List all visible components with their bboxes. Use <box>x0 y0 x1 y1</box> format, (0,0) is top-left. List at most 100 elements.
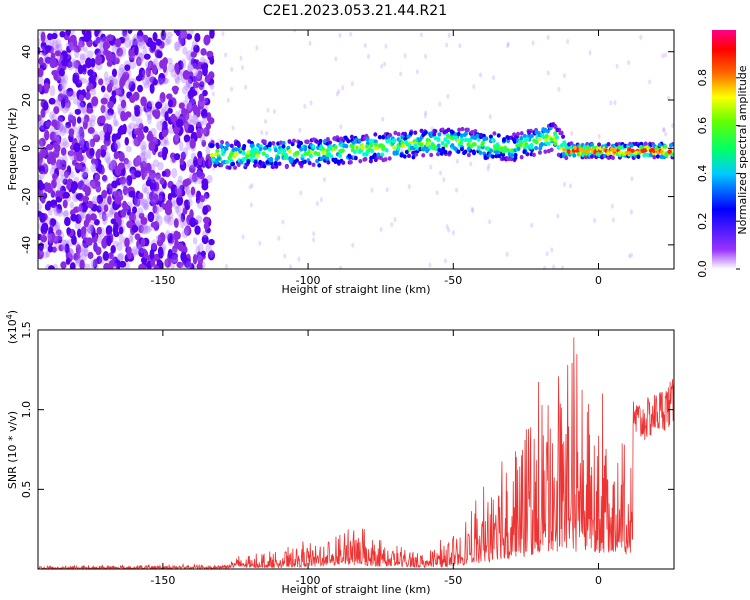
spectrogram-cell <box>75 193 83 200</box>
spectrogram-cell <box>230 66 234 72</box>
spectrogram-cell <box>167 248 173 259</box>
spectrogram-cell <box>336 159 341 164</box>
spectrogram-cell <box>140 224 147 235</box>
spectrogram-cell <box>518 143 523 148</box>
spectrogram-cell <box>56 210 64 217</box>
spectrogram-cell <box>114 133 122 140</box>
spectrogram-cell <box>154 205 160 215</box>
spectrogram-cell <box>671 123 674 129</box>
spectrogram-cell <box>443 137 448 142</box>
spectrogram-cell <box>516 146 521 152</box>
spectrogram-cell <box>142 34 149 41</box>
spectrogram-cell <box>200 250 206 257</box>
spectrogram-cell <box>437 147 442 153</box>
spectrogram-cell <box>135 75 143 82</box>
spectrogram-cell <box>287 139 292 144</box>
spectrogram-cell <box>281 219 285 225</box>
spectrogram-cell <box>585 149 590 154</box>
spectrogram-cell <box>629 209 633 215</box>
spectrogram-cell <box>144 108 153 117</box>
spectrogram-cell <box>225 159 230 165</box>
spectrogram-cell <box>103 262 111 269</box>
spectrogram-y-label: Frequency (Hz) <box>6 108 19 191</box>
spectrogram-cell <box>180 212 186 223</box>
spectrogram-cell <box>155 101 163 110</box>
spectrogram-cell <box>519 155 524 160</box>
spectrogram-cell <box>475 133 480 138</box>
spectrogram-cell <box>184 202 191 211</box>
spectrogram-cell <box>510 148 515 153</box>
spectrogram-cell <box>59 30 66 38</box>
spectrogram-cell <box>146 101 153 112</box>
spectrogram-cell <box>184 226 189 236</box>
spectrogram-cell <box>157 161 164 171</box>
spectrogram-cell <box>201 116 208 125</box>
spectrogram-cell <box>234 147 239 152</box>
spectrogram-cell <box>72 91 77 98</box>
spectrogram-cell <box>150 221 158 228</box>
spectrogram-cell <box>253 159 258 165</box>
spectrogram-cell <box>203 191 210 199</box>
spectrogram-cell <box>191 63 198 70</box>
spectrogram-cell <box>124 64 131 71</box>
spectrogram-cell <box>91 196 99 205</box>
spectrogram-cell <box>159 177 165 185</box>
spectrogram-cell <box>38 56 44 66</box>
spectrogram-cell <box>75 136 81 143</box>
spectrogram-cell <box>161 77 169 85</box>
spectrogram-cell <box>66 183 71 190</box>
spectrogram-cell <box>396 146 401 151</box>
spectrogram-cell <box>466 152 471 158</box>
spectrogram-cell <box>48 97 56 105</box>
spectrogram-cell <box>102 214 108 222</box>
spectrogram-cell <box>439 151 444 156</box>
spectrogram-cell <box>284 164 289 170</box>
spectrogram-cell <box>178 213 183 223</box>
spectrogram-cell <box>143 250 149 259</box>
spectrogram-cell <box>447 227 451 233</box>
spectrogram-cell <box>174 205 180 214</box>
spectrogram-cell <box>350 144 355 149</box>
spectrogram-cell <box>141 183 148 194</box>
spectrogram-cell <box>138 224 144 234</box>
spectrogram-cell <box>566 38 570 44</box>
spectrogram-cell <box>104 131 111 142</box>
spectrogram-cell <box>140 140 147 151</box>
spectrogram-cell <box>68 249 75 260</box>
spectrogram-cell <box>239 55 243 61</box>
spectrogram-cell <box>546 141 551 146</box>
spectrogram-cell <box>56 137 62 145</box>
spectrogram-cell <box>385 187 389 193</box>
spectrogram-cell <box>194 32 201 43</box>
spectrogram-cell <box>145 66 151 78</box>
spectrogram-cell <box>79 54 86 64</box>
spectrogram-cell <box>399 71 403 77</box>
spectrogram-cell <box>156 50 163 59</box>
spectrogram-cell <box>161 170 167 177</box>
spectrogram-cell <box>74 241 81 249</box>
spectrogram-cell <box>158 196 164 208</box>
spectrogram-cell <box>281 140 286 146</box>
spectrogram-cell <box>423 113 427 119</box>
x-tick-label: -150 <box>150 274 175 287</box>
spectrogram-cell <box>187 124 195 134</box>
spectrogram-cell <box>407 153 412 159</box>
spectrogram-cell <box>450 135 455 141</box>
spectrogram-cell <box>143 53 151 60</box>
spectrogram-cell <box>131 246 138 256</box>
spectrogram-cell <box>445 42 449 48</box>
spectrogram-cell <box>353 155 358 161</box>
spectrogram-x-label: Height of straight line (km) <box>281 283 430 296</box>
spectrogram-cell <box>519 131 524 136</box>
spectrogram-cell <box>53 131 60 142</box>
spectrogram-cell <box>561 265 565 269</box>
spectrogram-cell <box>339 124 343 130</box>
spectrogram-cell <box>87 119 93 130</box>
spectrogram-cell <box>79 100 86 108</box>
spectrogram-cell <box>102 40 109 51</box>
y-tick-label: 0.5 <box>20 481 33 499</box>
spectrogram-cell <box>180 151 187 159</box>
spectrogram-cell <box>139 40 146 50</box>
spectrogram-cell <box>160 30 167 41</box>
spectrogram-cell <box>292 138 297 144</box>
